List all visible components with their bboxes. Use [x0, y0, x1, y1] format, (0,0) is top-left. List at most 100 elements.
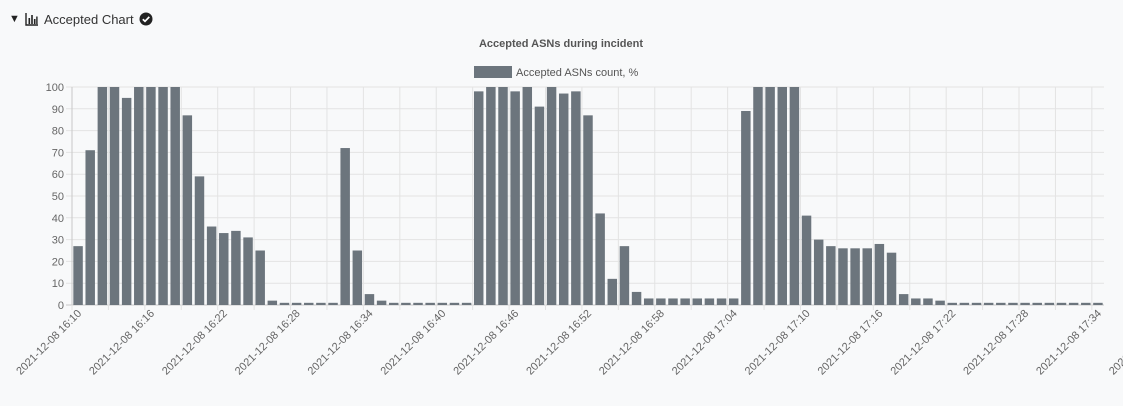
- bar[interactable]: [838, 248, 848, 305]
- bar[interactable]: [498, 87, 508, 305]
- bar[interactable]: [680, 298, 690, 305]
- bar[interactable]: [243, 237, 253, 305]
- bar[interactable]: [437, 302, 448, 305]
- bar[interactable]: [97, 87, 108, 305]
- bar[interactable]: [510, 91, 520, 305]
- bar[interactable]: [376, 300, 387, 305]
- bar[interactable]: [1081, 302, 1091, 305]
- y-tick-label: 20: [52, 256, 64, 268]
- bar[interactable]: [571, 91, 581, 305]
- bars: [73, 87, 1103, 306]
- bar[interactable]: [109, 87, 120, 305]
- bar[interactable]: [340, 148, 350, 305]
- bar[interactable]: [534, 106, 545, 306]
- bar[interactable]: [1044, 302, 1055, 305]
- bar[interactable]: [996, 302, 1006, 305]
- bar[interactable]: [194, 176, 205, 305]
- bar[interactable]: [389, 302, 399, 305]
- bar-chart-icon: [25, 13, 38, 26]
- bar[interactable]: [777, 87, 787, 305]
- bar[interactable]: [668, 298, 678, 305]
- bar[interactable]: [146, 87, 156, 305]
- bar[interactable]: [546, 87, 557, 305]
- bar[interactable]: [656, 298, 666, 305]
- bar[interactable]: [401, 302, 411, 305]
- bar[interactable]: [947, 302, 957, 305]
- bar[interactable]: [85, 150, 95, 305]
- chart-section-header[interactable]: ▼ Accepted Chart: [9, 10, 153, 28]
- bar[interactable]: [558, 93, 569, 305]
- caret-down-icon[interactable]: ▼: [9, 13, 20, 25]
- bar[interactable]: [619, 246, 630, 305]
- bar[interactable]: [364, 294, 375, 305]
- bar[interactable]: [886, 252, 897, 305]
- bar[interactable]: [255, 250, 265, 306]
- bar[interactable]: [134, 87, 144, 305]
- y-tick-label: 60: [52, 169, 64, 181]
- bar[interactable]: [789, 87, 800, 305]
- bar[interactable]: [473, 91, 484, 305]
- bar[interactable]: [643, 298, 654, 305]
- bar[interactable]: [328, 302, 338, 305]
- bar[interactable]: [850, 248, 860, 305]
- bar[interactable]: [304, 302, 314, 305]
- bar[interactable]: [522, 87, 533, 305]
- bar[interactable]: [461, 302, 472, 305]
- bar[interactable]: [425, 302, 435, 305]
- bar[interactable]: [971, 302, 982, 305]
- bar[interactable]: [983, 302, 994, 305]
- bar[interactable]: [607, 278, 618, 305]
- bar[interactable]: [826, 246, 836, 305]
- bar[interactable]: [923, 298, 933, 305]
- bar[interactable]: [874, 243, 885, 305]
- bar[interactable]: [935, 300, 945, 305]
- y-tick-label: 40: [52, 213, 64, 225]
- bar[interactable]: [704, 298, 715, 305]
- bar[interactable]: [1008, 302, 1018, 305]
- bar[interactable]: [765, 87, 775, 305]
- bar[interactable]: [449, 302, 460, 305]
- x-tick-label: 2021-12-08 17:04: [670, 308, 740, 378]
- bar[interactable]: [121, 97, 132, 306]
- bar[interactable]: [267, 300, 278, 305]
- x-tick-label: 2021-12-08 16:46: [451, 308, 521, 378]
- bar[interactable]: [801, 215, 812, 305]
- bar[interactable]: [911, 298, 921, 305]
- bar[interactable]: [219, 233, 229, 305]
- bar[interactable]: [182, 115, 193, 305]
- bar[interactable]: [170, 87, 180, 305]
- bar[interactable]: [595, 213, 605, 305]
- bar[interactable]: [741, 110, 751, 305]
- bar[interactable]: [231, 230, 241, 305]
- bar[interactable]: [291, 302, 302, 305]
- bar[interactable]: [1093, 302, 1103, 305]
- bar[interactable]: [959, 302, 970, 305]
- bar[interactable]: [753, 87, 763, 305]
- bar[interactable]: [716, 298, 727, 305]
- bar[interactable]: [1068, 302, 1079, 305]
- bar[interactable]: [1056, 302, 1067, 305]
- bar[interactable]: [631, 291, 642, 305]
- bar[interactable]: [1020, 302, 1030, 305]
- bar[interactable]: [692, 298, 703, 305]
- bar[interactable]: [486, 87, 496, 305]
- bar[interactable]: [352, 250, 363, 306]
- x-tick-label: 2021-12-08 17:40: [1107, 308, 1123, 378]
- bar[interactable]: [279, 302, 290, 305]
- check-circle-icon: [139, 12, 153, 26]
- chart-title: Accepted ASNs during incident: [479, 38, 643, 50]
- x-tick-label: 2021-12-08 17:16: [816, 308, 886, 378]
- bar[interactable]: [206, 226, 217, 305]
- bar[interactable]: [583, 115, 593, 305]
- bar[interactable]: [1032, 302, 1042, 305]
- bar[interactable]: [316, 302, 326, 305]
- x-tick-label: 2021-12-08 16:40: [379, 308, 449, 378]
- bar[interactable]: [73, 246, 83, 305]
- bar[interactable]: [862, 248, 872, 305]
- bar[interactable]: [813, 239, 824, 305]
- bar[interactable]: [728, 298, 739, 305]
- bar[interactable]: [413, 302, 423, 305]
- chart-legend[interactable]: Accepted ASNs count, %: [474, 66, 639, 79]
- bar[interactable]: [158, 87, 168, 305]
- bar[interactable]: [898, 294, 909, 305]
